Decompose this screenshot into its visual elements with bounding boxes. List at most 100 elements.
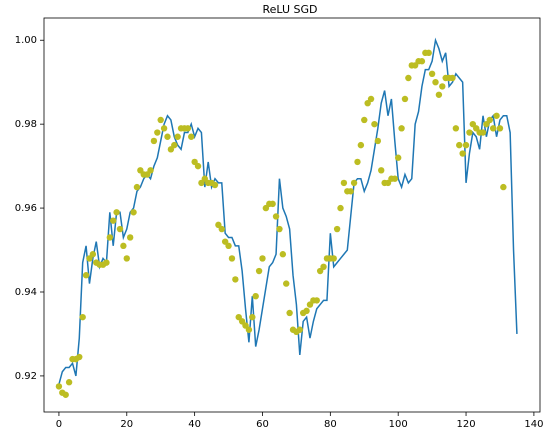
y-tick-label: 0.94 xyxy=(15,287,37,298)
data-point xyxy=(259,255,266,262)
x-tick-label: 40 xyxy=(188,419,201,430)
data-point xyxy=(398,125,405,132)
data-point xyxy=(276,225,283,233)
data-point xyxy=(432,78,439,86)
data-point xyxy=(486,116,493,124)
data-point xyxy=(456,141,463,149)
data-point xyxy=(371,120,378,128)
data-point xyxy=(147,167,154,174)
data-point xyxy=(449,74,456,82)
data-point xyxy=(374,137,382,145)
data-point xyxy=(116,225,124,233)
data-point xyxy=(283,280,290,287)
data-point xyxy=(79,313,86,321)
data-point xyxy=(218,225,225,233)
data-point xyxy=(405,74,412,82)
data-point xyxy=(493,112,500,119)
data-point xyxy=(184,125,192,132)
data-point xyxy=(367,95,375,103)
data-point xyxy=(462,141,470,149)
data-point xyxy=(62,391,69,398)
data-point xyxy=(279,251,287,258)
data-point xyxy=(160,125,168,132)
data-point xyxy=(269,200,276,208)
data-point xyxy=(120,242,127,250)
data-point xyxy=(418,58,426,65)
data-point xyxy=(286,309,293,317)
data-point xyxy=(123,255,130,262)
data-point xyxy=(459,150,466,157)
data-point xyxy=(65,379,73,386)
data-point xyxy=(394,154,402,161)
x-tick-label: 80 xyxy=(324,419,337,430)
data-point xyxy=(82,272,90,279)
data-point xyxy=(76,353,83,361)
x-tick-label: 20 xyxy=(120,419,133,430)
data-point xyxy=(249,313,256,321)
data-point xyxy=(439,83,446,90)
data-point xyxy=(489,125,497,132)
data-point xyxy=(425,49,432,57)
data-point xyxy=(55,383,63,390)
chart-title: ReLU SGD xyxy=(262,3,317,16)
data-line xyxy=(58,37,518,385)
data-point xyxy=(357,141,365,149)
data-point xyxy=(126,234,134,241)
data-point xyxy=(452,125,460,132)
data-point xyxy=(154,129,161,136)
data-point xyxy=(255,267,263,275)
data-point xyxy=(228,255,236,262)
data-point xyxy=(466,129,473,136)
data-point xyxy=(313,297,320,304)
data-point xyxy=(232,276,239,283)
data-point xyxy=(174,133,181,140)
data-point xyxy=(330,255,337,262)
data-point xyxy=(171,141,178,149)
data-point xyxy=(496,125,504,132)
data-point xyxy=(133,183,141,191)
data-point xyxy=(194,162,202,170)
data-point xyxy=(340,179,348,187)
x-tick-label: 0 xyxy=(56,419,62,430)
data-point xyxy=(337,204,344,212)
data-point xyxy=(479,129,487,136)
data-point xyxy=(296,326,304,333)
data-point xyxy=(500,183,507,191)
x-tick-label: 120 xyxy=(456,419,475,430)
data-point xyxy=(225,242,232,250)
data-point xyxy=(188,133,195,140)
data-point xyxy=(150,137,158,145)
x-tick-label: 100 xyxy=(389,419,408,430)
data-point xyxy=(320,263,327,271)
y-tick-label: 0.96 xyxy=(15,203,37,214)
data-point xyxy=(272,213,280,220)
data-point xyxy=(428,70,436,78)
data-point xyxy=(303,307,310,315)
data-point xyxy=(89,251,97,258)
data-point xyxy=(245,326,253,333)
data-point xyxy=(354,158,361,166)
data-point xyxy=(378,167,385,174)
data-point xyxy=(211,181,219,189)
data-point xyxy=(361,116,368,124)
data-point xyxy=(333,225,341,233)
y-tick-label: 0.98 xyxy=(15,119,37,130)
data-point xyxy=(391,175,398,182)
data-point xyxy=(110,217,117,224)
data-point xyxy=(103,259,110,266)
data-point xyxy=(350,179,358,187)
x-tick-label: 140 xyxy=(524,419,543,430)
data-point xyxy=(347,188,354,195)
data-point xyxy=(435,91,443,98)
data-point xyxy=(401,95,409,103)
x-tick-label: 60 xyxy=(256,419,269,430)
y-tick-label: 1.00 xyxy=(15,35,37,46)
data-point xyxy=(164,133,171,140)
y-tick-label: 0.92 xyxy=(15,371,37,382)
plot-frame xyxy=(43,17,541,413)
data-point xyxy=(106,234,114,241)
data-point xyxy=(252,292,259,300)
data-point xyxy=(130,209,137,216)
